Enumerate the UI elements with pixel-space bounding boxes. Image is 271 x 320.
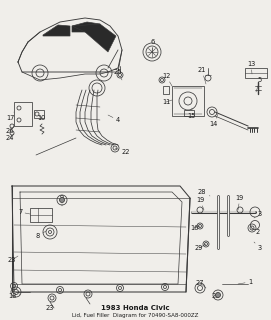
Text: 8: 8 — [36, 231, 46, 239]
Text: 9: 9 — [60, 195, 64, 206]
Text: 21: 21 — [198, 67, 206, 84]
Text: 11: 11 — [162, 99, 172, 105]
Text: 15: 15 — [188, 108, 196, 119]
Bar — [34, 110, 44, 118]
Text: 25: 25 — [114, 69, 122, 80]
Text: Lid, Fuel Filler  Diagram for 70490-SA8-000ZZ: Lid, Fuel Filler Diagram for 70490-SA8-0… — [72, 313, 198, 317]
Text: 18: 18 — [8, 293, 20, 299]
Text: 4: 4 — [108, 115, 120, 123]
Text: 29: 29 — [195, 244, 206, 251]
Text: 1983 Honda Civic: 1983 Honda Civic — [101, 305, 169, 311]
Text: 2: 2 — [252, 229, 260, 235]
Text: 24: 24 — [6, 134, 15, 141]
Polygon shape — [72, 22, 100, 32]
Text: 19: 19 — [236, 195, 244, 210]
Bar — [172, 86, 204, 116]
Text: 10: 10 — [38, 115, 46, 121]
Bar — [245, 68, 267, 78]
Text: 23: 23 — [46, 302, 54, 311]
Text: 6: 6 — [151, 39, 155, 52]
Text: 3: 3 — [254, 242, 262, 251]
Text: 17: 17 — [6, 112, 14, 121]
Bar — [14, 102, 32, 126]
Text: 14: 14 — [210, 114, 218, 127]
Polygon shape — [72, 24, 116, 52]
Bar — [163, 86, 169, 94]
Circle shape — [60, 197, 64, 203]
Text: 26: 26 — [6, 126, 15, 134]
Text: 13: 13 — [247, 61, 255, 74]
Circle shape — [215, 292, 221, 298]
Text: 7: 7 — [18, 209, 30, 215]
Text: 28: 28 — [198, 189, 210, 196]
Text: 22: 22 — [115, 148, 130, 155]
Text: 23: 23 — [8, 256, 18, 263]
Bar — [30, 208, 52, 222]
Polygon shape — [43, 25, 70, 36]
Text: 16: 16 — [190, 225, 200, 231]
Text: 12: 12 — [162, 73, 172, 86]
Bar — [184, 110, 194, 116]
Text: 3: 3 — [254, 211, 262, 218]
Text: 19: 19 — [196, 197, 204, 210]
Text: 27: 27 — [196, 280, 206, 288]
Text: 5: 5 — [256, 77, 262, 92]
Text: 20: 20 — [211, 290, 220, 299]
Text: 1: 1 — [238, 279, 252, 285]
